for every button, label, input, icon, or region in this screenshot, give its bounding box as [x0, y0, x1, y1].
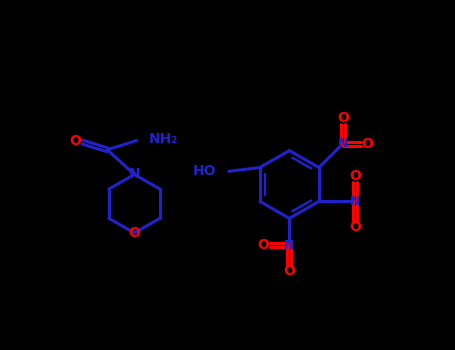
Text: O: O: [257, 238, 269, 252]
Text: N: N: [129, 167, 140, 181]
Text: O: O: [70, 134, 81, 148]
Text: N: N: [338, 137, 348, 150]
Text: N: N: [350, 195, 360, 208]
Text: O: O: [283, 264, 295, 278]
Text: NH₂: NH₂: [149, 132, 178, 146]
Text: O: O: [349, 220, 361, 234]
Text: O: O: [128, 226, 140, 240]
Text: O: O: [361, 136, 373, 150]
Text: N: N: [284, 239, 294, 252]
Text: HO: HO: [193, 164, 217, 178]
Text: O: O: [337, 111, 349, 125]
Text: O: O: [349, 169, 361, 183]
